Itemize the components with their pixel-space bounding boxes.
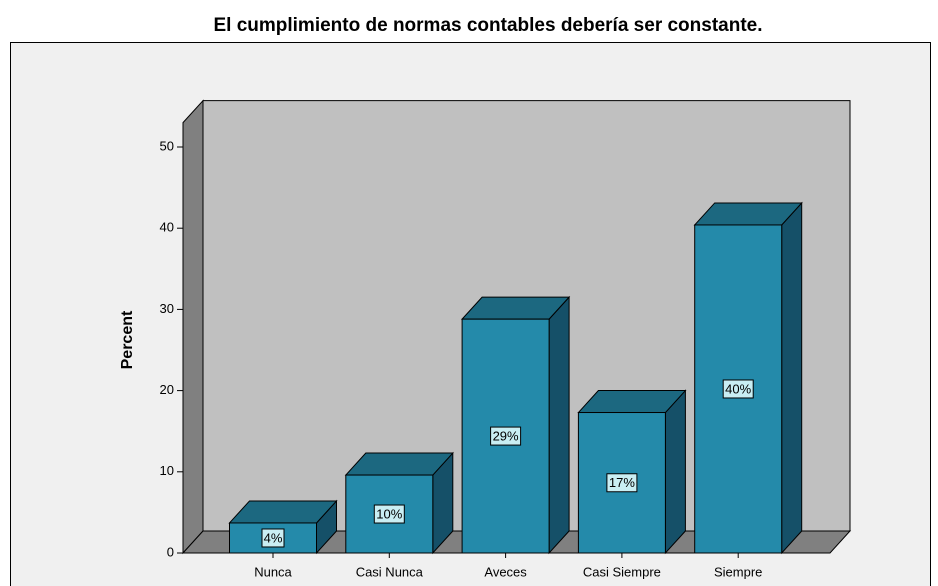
y-tick-label: 20 [160,382,174,397]
bar-side [781,201,803,555]
value-label: 40% [725,381,751,396]
value-label: 17% [609,475,635,490]
value-label: 10% [376,506,402,521]
x-tick-label: Casi Nunca [356,564,424,579]
y-tick-label: 10 [160,463,174,478]
bar-side [548,295,570,555]
value-label-box [490,426,522,446]
bar-side [664,389,686,555]
value-label-box [261,528,285,548]
value-label: 29% [493,429,519,444]
y-tick-label: 0 [167,544,174,559]
y-axis-label: Percent [119,310,136,369]
value-label-box [606,473,638,493]
y-tick-label: 30 [160,301,174,316]
side-wall [182,99,204,555]
y-tick-label: 40 [160,220,174,235]
x-tick-label: Siempre [714,564,762,579]
x-tick-label: Aveces [484,564,527,579]
chart-title: El cumplimiento de normas contables debe… [213,15,762,36]
y-tick-label: 50 [160,138,174,153]
value-label-box [722,379,754,399]
value-label-box [373,504,405,524]
value-label: 4% [264,530,283,545]
x-tick-label: Nunca [254,564,292,579]
x-tick-label: Casi Siempre [583,564,661,579]
